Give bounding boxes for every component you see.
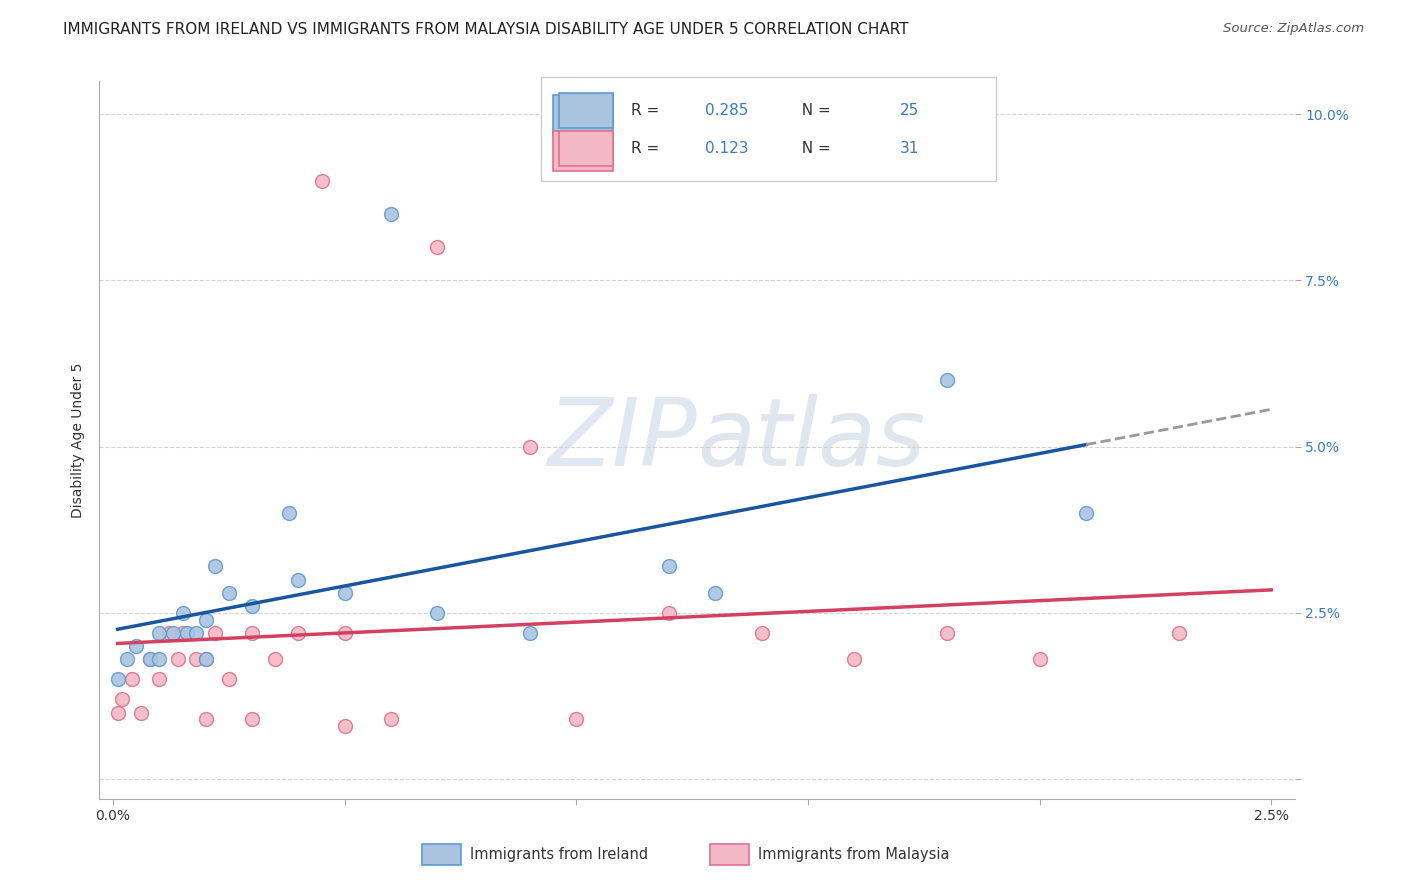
Point (194, 613, 217, 627)
Point (380, 207, 402, 221)
Point (287, 625, 309, 640)
Point (264, 652, 287, 666)
Point (240, 712, 263, 726)
Text: atlas: atlas (697, 394, 925, 485)
Point (426, 606, 449, 620)
Point (311, 173, 333, 187)
Text: 0.123: 0.123 (706, 141, 749, 156)
Point (380, 712, 402, 726)
Point (148, 673, 170, 687)
Point (1167, 625, 1189, 640)
Text: 25: 25 (900, 103, 920, 118)
Text: N =: N = (793, 141, 837, 156)
Text: R =: R = (631, 103, 664, 118)
Point (111, 692, 134, 706)
Point (139, 652, 162, 666)
Point (194, 652, 217, 666)
Point (1028, 652, 1050, 666)
Point (844, 652, 866, 666)
Point (218, 673, 240, 687)
Point (658, 606, 681, 620)
Point (167, 652, 190, 666)
Point (194, 712, 217, 726)
Point (121, 673, 143, 687)
Point (129, 706, 152, 720)
FancyBboxPatch shape (554, 95, 613, 135)
Y-axis label: Disability Age Under 5: Disability Age Under 5 (72, 362, 86, 517)
Point (162, 625, 184, 640)
Point (751, 625, 773, 640)
Point (519, 440, 541, 454)
Text: ZIP: ZIP (547, 394, 697, 485)
Point (1074, 506, 1097, 520)
Point (176, 625, 198, 640)
Text: 31: 31 (900, 141, 920, 156)
Point (194, 652, 217, 666)
Text: Immigrants from Ireland: Immigrants from Ireland (470, 847, 648, 862)
Point (115, 652, 138, 666)
Point (218, 586, 240, 600)
Point (125, 639, 148, 653)
Point (658, 559, 681, 574)
Text: Source: ZipAtlas.com: Source: ZipAtlas.com (1223, 22, 1364, 36)
Point (240, 599, 263, 614)
Point (333, 586, 356, 600)
Text: IMMIGRANTS FROM IRELAND VS IMMIGRANTS FROM MALAYSIA DISABILITY AGE UNDER 5 CORRE: IMMIGRANTS FROM IRELAND VS IMMIGRANTS FR… (63, 22, 908, 37)
Point (172, 625, 194, 640)
Point (148, 625, 170, 640)
Point (426, 240, 449, 254)
Point (172, 606, 194, 620)
Text: R =: R = (631, 141, 664, 156)
Point (704, 586, 727, 600)
Point (278, 506, 301, 520)
FancyBboxPatch shape (560, 131, 613, 166)
Point (157, 625, 180, 640)
Point (139, 652, 162, 666)
Point (240, 625, 263, 640)
Text: N =: N = (793, 103, 837, 118)
Text: Immigrants from Malaysia: Immigrants from Malaysia (758, 847, 949, 862)
Point (519, 625, 541, 640)
Point (186, 652, 208, 666)
Point (287, 573, 309, 587)
FancyBboxPatch shape (541, 78, 995, 181)
Point (333, 719, 356, 733)
Point (565, 712, 588, 726)
Point (936, 373, 959, 387)
FancyBboxPatch shape (560, 93, 613, 128)
Text: 0.285: 0.285 (706, 103, 748, 118)
Point (204, 625, 226, 640)
Point (204, 559, 226, 574)
Point (333, 625, 356, 640)
Point (107, 706, 129, 720)
Point (107, 673, 129, 687)
Point (148, 652, 170, 666)
Point (936, 625, 959, 640)
FancyBboxPatch shape (554, 131, 613, 170)
Point (186, 625, 208, 640)
